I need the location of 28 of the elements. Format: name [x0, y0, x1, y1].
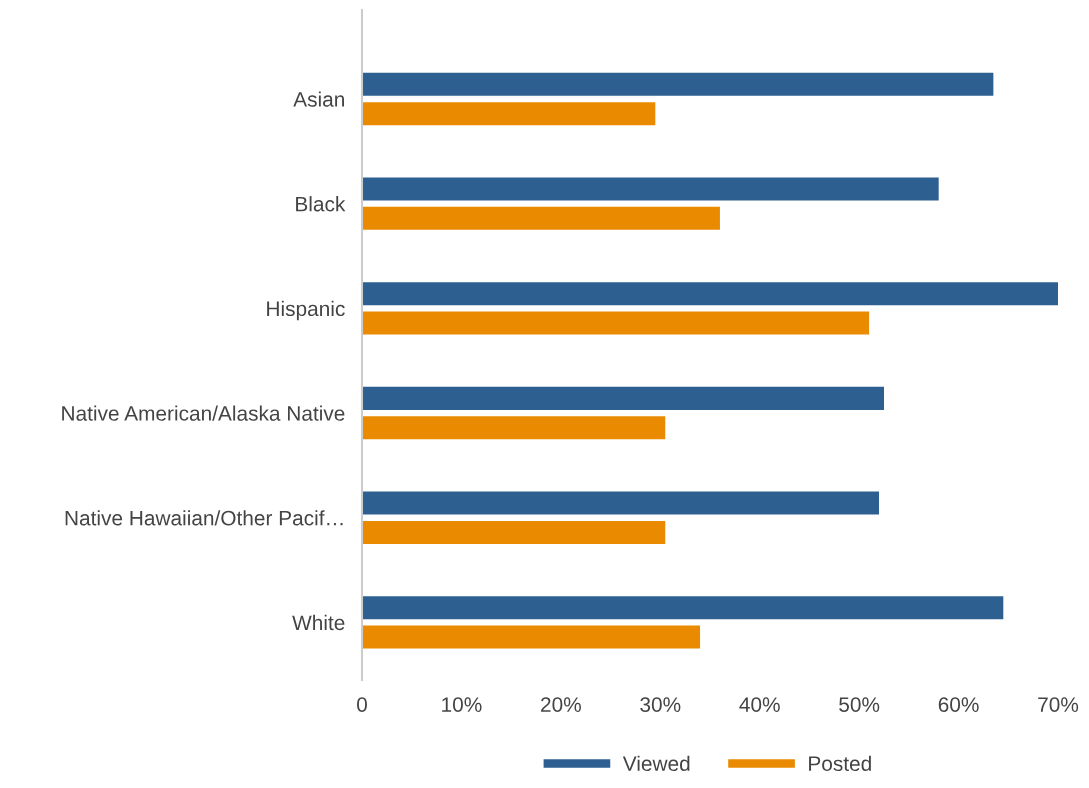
x-tick-label: 20%: [541, 697, 581, 712]
legend-label: Viewed: [622, 755, 690, 772]
x-tick-label: 30%: [640, 697, 681, 712]
bar: [362, 311, 870, 335]
x-tick-label: 10%: [442, 697, 482, 712]
legend-label: Posted: [809, 755, 871, 772]
bar: [362, 625, 701, 649]
x-tick-label: 0: [357, 697, 367, 712]
y-tick-label: White: [292, 614, 345, 631]
y-tick-label: Hispanic: [267, 300, 345, 321]
bar: [362, 386, 884, 410]
bar: [362, 177, 939, 201]
bar: [362, 282, 1058, 306]
x-tick-label: 60%: [938, 697, 979, 712]
x-tick-label: 70%: [1038, 697, 1079, 712]
bar: [362, 416, 666, 440]
y-tick-label: Native Hawaiian/Other Pacif…: [65, 510, 343, 526]
y-tick-label: Black: [296, 196, 346, 212]
bar: [362, 491, 880, 515]
bar: [362, 596, 1004, 620]
x-tick-label: 50%: [839, 697, 880, 712]
x-tick-label: 40%: [739, 697, 780, 712]
bar: [362, 206, 720, 230]
bar: [362, 72, 994, 96]
bar: [362, 102, 656, 126]
y-tick-label: Native American/Alaska Native: [62, 405, 345, 421]
y-tick-label: Asian: [293, 91, 344, 107]
bar: [362, 520, 666, 544]
